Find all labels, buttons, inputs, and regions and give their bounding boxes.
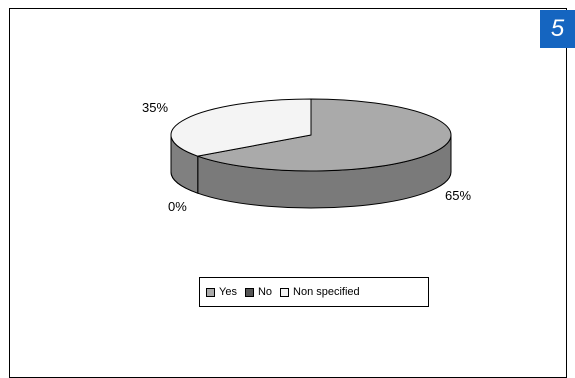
chart-legend: Yes No Non specified (199, 277, 429, 307)
legend-item-yes: Yes (206, 286, 237, 298)
legend-label-no: No (257, 286, 273, 298)
legend-item-no: No (244, 286, 273, 298)
legend-swatch-no (244, 287, 254, 297)
pie-slice-yes (195, 98, 452, 172)
legend-label-non-specified: Non specified (293, 286, 360, 298)
legend-swatch-yes (206, 287, 215, 297)
legend-item-non-specified: Non specified (280, 286, 360, 298)
page-number-badge: 5 (540, 10, 575, 48)
slice-label-non-specified: 35% (142, 100, 168, 115)
legend-label-yes: Yes (219, 286, 237, 298)
pie-slice-non-specified (170, 98, 312, 157)
slice-label-yes: 65% (445, 188, 471, 203)
legend-swatch-non-specified (280, 287, 290, 297)
slice-label-no: 0% (168, 199, 187, 214)
